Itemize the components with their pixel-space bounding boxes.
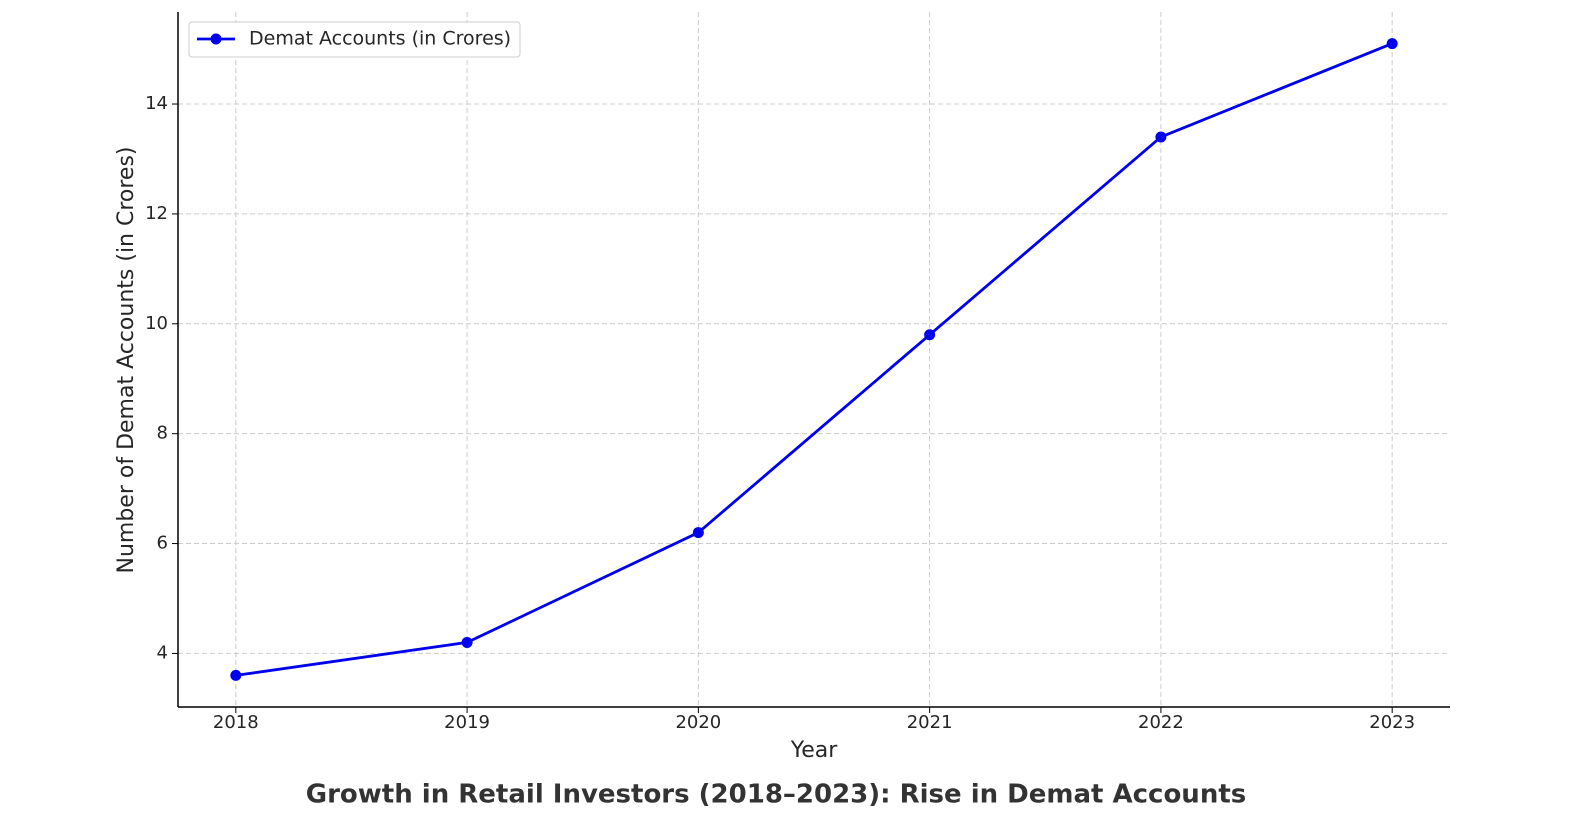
data-point: [230, 669, 242, 681]
data-line: [235, 42, 1393, 677]
data-point: [1386, 38, 1398, 50]
y-tick-label: 8: [157, 423, 168, 444]
legend-box: [188, 21, 521, 58]
x-tick-label: 2021: [907, 712, 953, 733]
x-tick-label: 2022: [1138, 712, 1184, 733]
data-point: [924, 329, 936, 341]
y-tick-label: 10: [145, 313, 168, 334]
x-tick-label: 2018: [213, 712, 259, 733]
y-tick-label: 6: [157, 533, 168, 554]
y-tick-label: 14: [145, 93, 168, 114]
data-point: [1155, 131, 1167, 143]
y-tick-label: 4: [157, 642, 168, 663]
data-point: [461, 636, 473, 648]
x-tick-label: 2020: [675, 712, 721, 733]
x-tick-label: 2023: [1369, 712, 1415, 733]
y-tick-label: 12: [145, 203, 168, 224]
legend-marker: [210, 33, 222, 45]
x-axis-label: Year: [790, 738, 839, 763]
legend-label: Demat Accounts (in Crores): [249, 28, 511, 50]
x-tick-label: 2019: [444, 712, 490, 733]
chart-title: Growth in Retail Investors (2018–2023): …: [306, 780, 1246, 810]
y-axis-label: Number of Demat Accounts (in Crores): [114, 146, 139, 573]
data-point: [692, 527, 704, 539]
